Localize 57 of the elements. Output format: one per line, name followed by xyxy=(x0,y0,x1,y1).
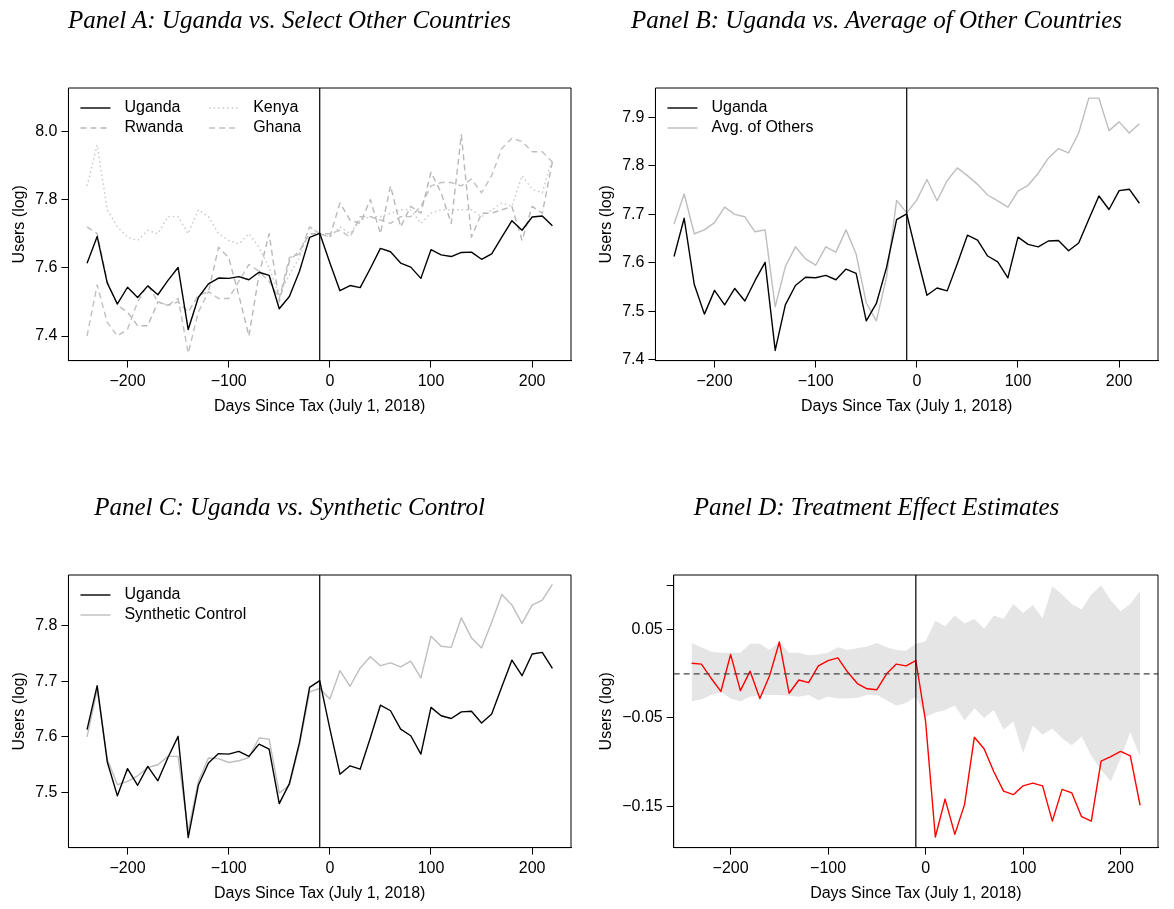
y-tick-label: 0.05 xyxy=(631,620,663,638)
chart-title: Panel D: Treatment Effect Estimates xyxy=(692,492,1060,520)
chart-title: Panel C: Uganda vs. Synthetic Control xyxy=(93,492,485,520)
legend-label: Uganda xyxy=(711,98,768,116)
y-tick-label: 7.6 xyxy=(35,727,58,745)
y-tick-label: 7.8 xyxy=(622,156,645,174)
x-tick-label: 200 xyxy=(1105,371,1133,389)
y-tick-label: 8.0 xyxy=(35,121,58,139)
x-tick-label: 0 xyxy=(912,371,922,389)
y-tick-label: −0.05 xyxy=(622,708,663,726)
x-tick-label: 100 xyxy=(1009,858,1037,876)
y-tick-label: 7.8 xyxy=(35,616,58,634)
y-axis-title: Users (log) xyxy=(10,185,28,264)
x-tick-label: −200 xyxy=(109,858,146,876)
y-tick-label: 7.8 xyxy=(35,189,58,207)
legend-label: Avg. of Others xyxy=(711,118,814,136)
x-tick-label: 100 xyxy=(417,858,445,876)
x-axis-title: Days Since Tax (July 1, 2018) xyxy=(214,396,426,414)
y-tick-label: −0.15 xyxy=(622,796,663,814)
y-tick-label: 7.7 xyxy=(35,671,58,689)
chart-title: Panel A: Uganda vs. Select Other Countries xyxy=(66,5,512,33)
x-tick-label: −200 xyxy=(712,858,749,876)
y-axis-title: Users (log) xyxy=(597,672,615,751)
y-tick-label: 7.7 xyxy=(622,204,645,222)
legend-label: Ghana xyxy=(253,118,302,136)
legend-label: Uganda xyxy=(124,98,181,116)
y-tick-label: 7.6 xyxy=(622,253,645,271)
x-tick-label: 200 xyxy=(1107,858,1135,876)
x-tick-label: 0 xyxy=(325,858,335,876)
x-tick-label: 200 xyxy=(518,371,546,389)
y-axis-title: Users (log) xyxy=(10,672,28,751)
x-tick-label: 0 xyxy=(325,371,335,389)
x-tick-label: −100 xyxy=(210,371,247,389)
x-tick-label: −100 xyxy=(210,858,247,876)
chart-title: Panel B: Uganda vs. Average of Other Countries xyxy=(629,5,1123,33)
legend-label: Synthetic Control xyxy=(124,605,247,623)
y-tick-label: 7.5 xyxy=(35,782,58,800)
y-tick-label: 7.6 xyxy=(35,258,58,276)
x-axis-title: Days Since Tax (July 1, 2018) xyxy=(801,396,1013,414)
legend-label: Rwanda xyxy=(124,118,184,136)
y-tick-label: 7.5 xyxy=(622,301,645,319)
x-axis-title: Days Since Tax (July 1, 2018) xyxy=(810,883,1022,901)
y-tick-label: 7.4 xyxy=(622,350,645,368)
legend-label: Kenya xyxy=(253,98,299,116)
x-tick-label: −100 xyxy=(797,371,834,389)
y-axis-title: Users (log) xyxy=(597,185,615,264)
x-tick-label: −200 xyxy=(109,371,146,389)
x-tick-label: −200 xyxy=(696,371,733,389)
x-tick-label: 100 xyxy=(1004,371,1032,389)
x-tick-label: 0 xyxy=(921,858,931,876)
x-tick-label: 200 xyxy=(518,858,546,876)
x-axis-title: Days Since Tax (July 1, 2018) xyxy=(214,883,426,901)
y-tick-label: 7.9 xyxy=(622,107,645,125)
x-tick-label: 100 xyxy=(417,371,445,389)
legend-label: Uganda xyxy=(124,585,181,603)
y-tick-label: 7.4 xyxy=(35,326,58,344)
x-tick-label: −100 xyxy=(810,858,847,876)
